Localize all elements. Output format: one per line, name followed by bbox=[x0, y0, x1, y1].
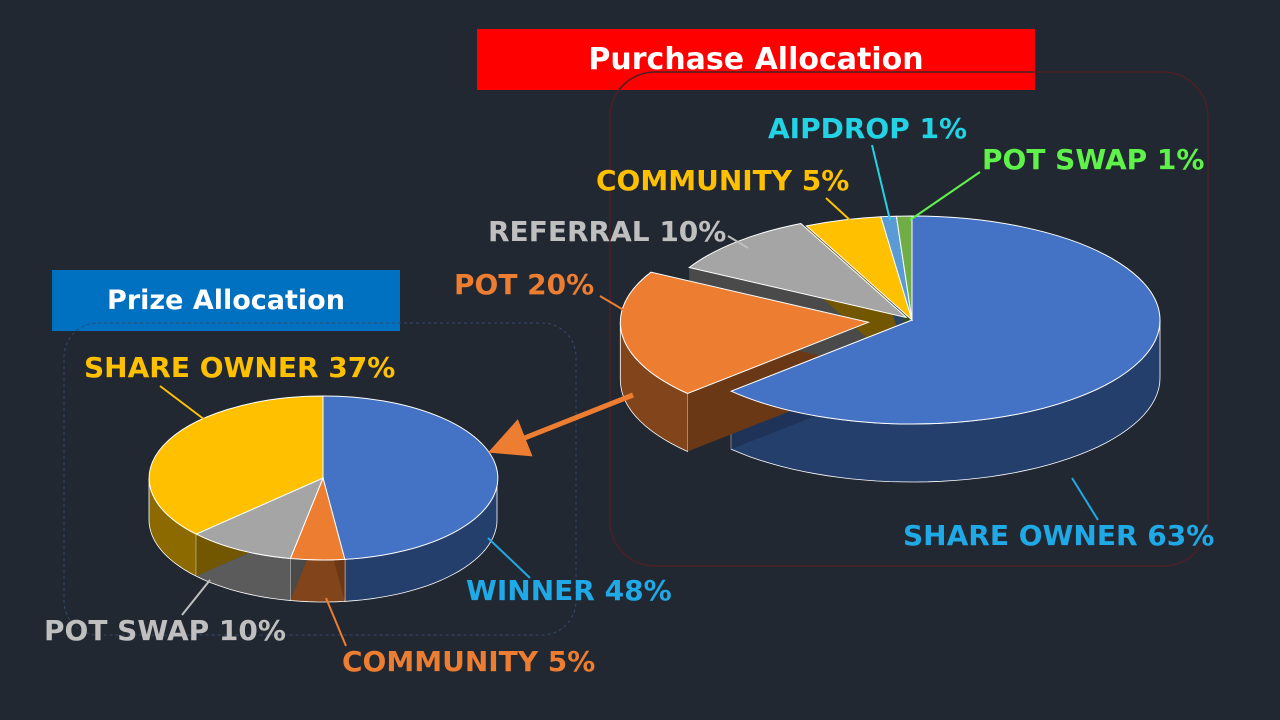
slice-label-pot: POT 20% bbox=[454, 268, 594, 301]
prize-winner-48-slice bbox=[322, 395, 499, 560]
leader-line bbox=[487, 537, 531, 579]
pot-to-prize-arrow bbox=[488, 392, 634, 457]
purchase-allocation-banner: Purchase Allocation bbox=[477, 29, 1035, 90]
prize-allocation-banner: Prize Allocation bbox=[52, 270, 400, 331]
leader-line bbox=[325, 597, 347, 647]
prize-share-owner-37-slice bbox=[148, 395, 324, 535]
purchase-frame bbox=[609, 71, 1209, 567]
leader-line bbox=[159, 385, 206, 421]
leader-line bbox=[871, 144, 891, 221]
leader-line bbox=[909, 171, 981, 221]
slice-label-share-owner: SHARE OWNER 63% bbox=[903, 519, 1214, 552]
slice-label-aipdrop: AIPDROP 1% bbox=[768, 112, 967, 145]
leader-line bbox=[825, 197, 853, 223]
slice-label-community: COMMUNITY 5% bbox=[596, 164, 849, 197]
leader-line bbox=[599, 295, 633, 316]
prize-pie-tops bbox=[148, 395, 499, 561]
slice-label-pot-swap: POT SWAP 1% bbox=[982, 143, 1204, 176]
leader-line bbox=[1071, 477, 1099, 521]
purchase-pot-swap-1-slice bbox=[895, 215, 913, 321]
prize-label-share-owner: SHARE OWNER 37% bbox=[84, 351, 395, 384]
purchase-share-owner-63-slice bbox=[729, 215, 1161, 425]
prize-pot-swap-10-slice bbox=[195, 477, 324, 560]
prize-label-community: COMMUNITY 5% bbox=[342, 645, 595, 678]
leader-line bbox=[727, 235, 749, 249]
slice-label-referral: REFERRAL 10% bbox=[488, 215, 726, 248]
purchase-pie-tops bbox=[619, 215, 1161, 425]
prize-frame bbox=[63, 322, 577, 636]
prize-label-pot-swap: POT SWAP 10% bbox=[44, 614, 286, 647]
purchase-pot-20-slice bbox=[619, 271, 871, 395]
leader-line bbox=[181, 579, 211, 616]
prize-label-winner: WINNER 48% bbox=[466, 574, 672, 607]
